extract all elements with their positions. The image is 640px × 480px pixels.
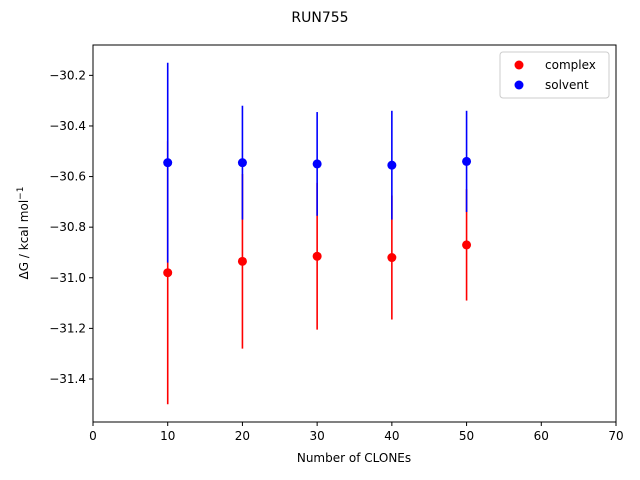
legend-label-solvent: solvent (545, 78, 589, 92)
x-tick-label: 20 (235, 429, 250, 443)
solvent-point (237, 158, 247, 168)
y-tick-label: −31.4 (49, 372, 86, 386)
x-tick-label: 0 (89, 429, 97, 443)
solvent-point (462, 156, 472, 166)
y-tick-label: −30.4 (49, 119, 86, 133)
x-tick-label: 50 (459, 429, 474, 443)
plot-area (163, 62, 472, 405)
x-axis: 0 10 20 30 40 50 60 70 (89, 422, 624, 443)
x-tick-label: 40 (384, 429, 399, 443)
solvent-point (163, 158, 173, 168)
y-axis: −30.2 −30.4 −30.6 −30.8 −31.0 −31.2 −31.4 (49, 68, 93, 386)
x-axis-title: Number of CLONEs (297, 451, 411, 465)
solvent-point (312, 159, 322, 169)
complex-point (237, 256, 247, 266)
y-tick-label: −31.0 (49, 271, 86, 285)
chart-title: RUN755 (291, 10, 348, 26)
x-tick-label: 60 (534, 429, 549, 443)
x-tick-label: 30 (310, 429, 325, 443)
complex-point (312, 251, 322, 261)
x-tick-label: 70 (608, 429, 623, 443)
y-tick-label: −30.2 (49, 68, 86, 82)
legend-marker-complex (514, 60, 524, 70)
legend-label-complex: complex (545, 58, 596, 72)
y-axis-title-superscript: −1 (16, 187, 26, 200)
y-axis-title: ΔG / kcal mol−1 (16, 187, 31, 280)
y-tick-label: −31.2 (49, 321, 86, 335)
legend: complex solvent (499, 51, 610, 99)
axes-frame (92, 44, 617, 423)
y-tick-label: −30.6 (49, 170, 86, 184)
complex-point (387, 253, 397, 263)
solvent-point (387, 160, 397, 170)
complex-point (163, 268, 173, 278)
y-tick-label: −30.8 (49, 220, 86, 234)
x-tick-label: 10 (160, 429, 175, 443)
legend-box (499, 51, 610, 99)
complex-point (462, 240, 472, 250)
y-axis-title-main: ΔG / kcal mol (17, 200, 31, 280)
legend-marker-solvent (514, 80, 524, 90)
